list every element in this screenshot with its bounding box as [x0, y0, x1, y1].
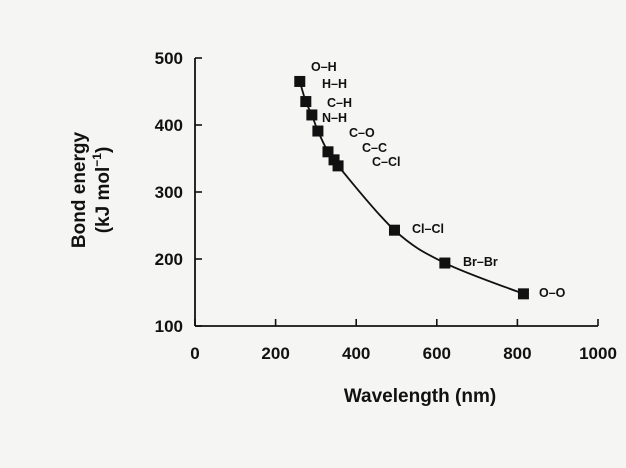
y-tick-label: 300 — [155, 183, 183, 202]
x-axis-title: Wavelength (nm) — [344, 386, 496, 407]
data-point-marker — [332, 160, 344, 172]
data-point-marker — [300, 96, 312, 108]
x-tick-label: 200 — [261, 344, 289, 363]
data-point-marker — [517, 288, 529, 300]
y-tick-label: 200 — [155, 250, 183, 269]
y-tick-label: 400 — [155, 116, 183, 135]
y-tick-label: 500 — [155, 49, 183, 68]
data-point-marker — [312, 125, 324, 137]
y-axis-title: Bond energy (kJ mol−1) — [69, 132, 114, 249]
x-tick-label: 600 — [423, 344, 451, 363]
point-label: H–H — [322, 77, 347, 91]
data-point-marker — [388, 224, 400, 236]
axes — [194, 58, 598, 327]
x-tick-label: 400 — [342, 344, 370, 363]
point-label: C–H — [327, 96, 352, 110]
point-labels: O–H H–H C–HN–HC–OC–CC–Cl Cl–Cl Br–Br O–O — [311, 60, 566, 300]
x-tick-label: 800 — [503, 344, 531, 363]
data-point-marker — [322, 146, 334, 158]
point-label: N–H — [322, 111, 347, 125]
data-point-marker — [306, 109, 318, 121]
y-tick-label: 100 — [155, 317, 183, 336]
point-label: C–Cl — [372, 155, 400, 169]
point-label: O–O — [539, 286, 566, 300]
ticks: 0 200 400 600 800 1000 100 200 300 400 500 — [155, 49, 617, 363]
data-point-marker — [328, 154, 340, 166]
y-axis-title-line1: Bond energy — [69, 132, 90, 249]
point-label: C–O — [349, 126, 375, 140]
point-label: O–H — [311, 60, 337, 74]
data-point-marker — [294, 75, 306, 87]
y-axis-title-line2: (kJ mol−1) — [90, 147, 114, 234]
point-label: C–C — [362, 141, 387, 155]
point-label: Br–Br — [463, 255, 498, 269]
data-markers — [294, 75, 529, 300]
x-tick-label: 0 — [190, 344, 199, 363]
point-label: Cl–Cl — [412, 222, 444, 236]
data-point-marker — [439, 257, 451, 269]
x-tick-label: 1000 — [579, 344, 617, 363]
